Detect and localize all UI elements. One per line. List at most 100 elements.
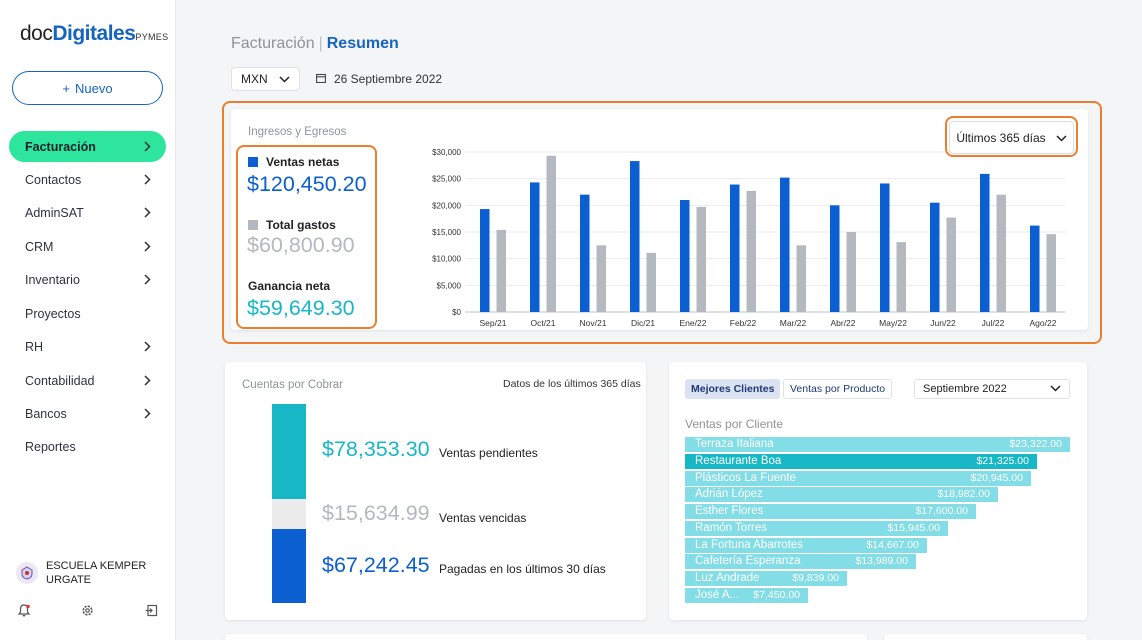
client-bar[interactable]: [685, 437, 1070, 452]
expenses-bar: [546, 155, 556, 312]
sidebar-item-contabilidad[interactable]: Contabilidad: [9, 365, 166, 396]
client-bar[interactable]: [685, 471, 1031, 486]
client-bar[interactable]: [685, 588, 808, 603]
sales-bar: [530, 182, 540, 312]
plus-icon: +: [62, 80, 70, 96]
new-button[interactable]: + Nuevo: [12, 71, 163, 105]
sidebar-item-adminsat[interactable]: AdminSAT: [9, 198, 166, 229]
pending-sales-value: $78,353.30: [322, 437, 430, 461]
net-sales-value: $120,450.20: [247, 172, 367, 196]
net-profit-value: $59,649.30: [247, 296, 355, 320]
x-tick-label: Ago/22: [1030, 318, 1057, 328]
client-bar[interactable]: [685, 487, 998, 502]
currency-select[interactable]: MXN: [231, 67, 300, 91]
receivables-title: Cuentas por Cobrar: [242, 379, 343, 391]
expenses-bar: [646, 252, 656, 312]
net-sales-label: Ventas netas: [248, 155, 339, 169]
client-amount: $9,839.00: [792, 572, 839, 584]
organization-switcher[interactable]: ESCUELA KEMPER URGATE: [16, 559, 166, 587]
calendar-icon: [316, 72, 326, 86]
sidebar-item-inventario[interactable]: Inventario: [9, 265, 166, 296]
tab-sales-by-product[interactable]: Ventas por Producto: [783, 379, 893, 399]
new-button-label: Nuevo: [75, 80, 113, 96]
gear-icon[interactable]: [81, 604, 94, 620]
logo-part-digitales: Digitales: [52, 22, 136, 45]
sales-bar: [780, 177, 790, 312]
x-tick-label: May/22: [879, 318, 907, 328]
y-tick-label: $15,000: [432, 228, 461, 237]
breadcrumb-section[interactable]: Facturación: [231, 35, 315, 52]
client-bar[interactable]: [685, 538, 927, 553]
sidebar-item-label: CRM: [25, 239, 54, 254]
paid-bar: [272, 529, 306, 603]
sidebar-item-rh[interactable]: RH: [9, 332, 166, 363]
x-tick-label: Mar/22: [780, 318, 807, 328]
breadcrumb: Facturación | Resumen: [231, 35, 399, 53]
organization-name: ESCUELA KEMPER URGATE: [46, 560, 147, 586]
sidebar: docDigitalesPYMES + Nuevo Facturación Con…: [0, 0, 176, 640]
chevron-right-icon: [144, 406, 151, 422]
overdue-sales-value: $15,634.99: [322, 501, 430, 525]
paid-sales-label: Pagadas en los últimos 30 días: [439, 562, 606, 576]
client-bar[interactable]: [685, 454, 1037, 469]
chevron-down-icon: [1050, 383, 1061, 395]
chevron-right-icon: [144, 373, 151, 389]
sales-bar: [580, 194, 590, 312]
bell-icon[interactable]: [17, 604, 31, 620]
y-tick-label: $5,000: [437, 281, 462, 290]
sales-bar: [680, 200, 690, 312]
month-select-value: Septiembre 2022: [923, 383, 1007, 395]
client-name: La Fortuna Abarrotes: [695, 539, 804, 551]
x-tick-label: Sep/21: [480, 318, 507, 328]
sidebar-item-label: Inventario: [25, 273, 80, 288]
sidebar-footer: [17, 604, 158, 620]
logout-icon[interactable]: [145, 604, 158, 620]
x-tick-label: Jul/22: [982, 318, 1005, 328]
total-expenses-value: $60,800.90: [247, 233, 355, 257]
pending-bar: [272, 404, 306, 499]
client-bar[interactable]: [685, 521, 948, 536]
overdue-bar: [272, 499, 306, 529]
sales-bar: [880, 183, 890, 312]
x-tick-label: Feb/22: [730, 318, 757, 328]
chevron-right-icon: [144, 205, 151, 221]
client-amount: $14,667.00: [866, 539, 919, 551]
x-tick-label: Abr/22: [830, 318, 855, 328]
sidebar-item-reportes[interactable]: Reportes: [9, 432, 166, 463]
logo-part-pymes: PYMES: [135, 32, 169, 42]
total-expenses-label: Total gastos: [248, 218, 336, 232]
expenses-bar: [896, 242, 906, 312]
tab-top-clients[interactable]: Mejores Clientes: [685, 379, 781, 399]
organization-avatar-icon: [16, 562, 38, 584]
y-tick-label: $20,000: [432, 201, 461, 210]
client-name: Cafetería Esperanza: [695, 555, 801, 567]
client-name: José A...: [695, 589, 740, 601]
income-expenses-title: Ingresos y Egresos: [248, 126, 347, 138]
client-name: Ramón Torres: [695, 522, 768, 534]
chevron-right-icon: [144, 339, 151, 355]
sidebar-item-bancos[interactable]: Bancos: [9, 399, 166, 430]
expenses-bar: [696, 206, 706, 312]
client-name: Restaurante Boa: [695, 455, 782, 467]
bottom-card-right: [884, 634, 1087, 640]
client-amount: $7,450.00: [753, 589, 800, 601]
brand-logo[interactable]: docDigitalesPYMES: [20, 22, 168, 46]
sidebar-item-facturacion[interactable]: Facturación: [9, 131, 166, 162]
date-range-select[interactable]: Últimos 365 días: [949, 121, 1074, 154]
client-amount: $17,600.00: [915, 505, 968, 517]
net-sales-label-text: Ventas netas: [266, 155, 340, 169]
client-amount: $15,945.00: [887, 522, 940, 534]
sales-bar: [480, 209, 490, 312]
sidebar-item-contactos[interactable]: Contactos: [9, 164, 166, 195]
sidebar-item-crm[interactable]: CRM: [9, 231, 166, 262]
month-select[interactable]: Septiembre 2022: [914, 379, 1070, 399]
sidebar-item-proyectos[interactable]: Proyectos: [9, 298, 166, 329]
sidebar-item-label: Contactos: [25, 172, 82, 187]
client-bar[interactable]: [685, 554, 916, 569]
overdue-sales-label: Ventas vencidas: [439, 511, 527, 525]
y-tick-label: $25,000: [432, 175, 461, 184]
client-bar[interactable]: [685, 504, 976, 519]
current-date-text: 26 Septiembre 2022: [334, 72, 443, 86]
client-bar[interactable]: [685, 571, 847, 586]
expenses-bar: [796, 245, 806, 312]
